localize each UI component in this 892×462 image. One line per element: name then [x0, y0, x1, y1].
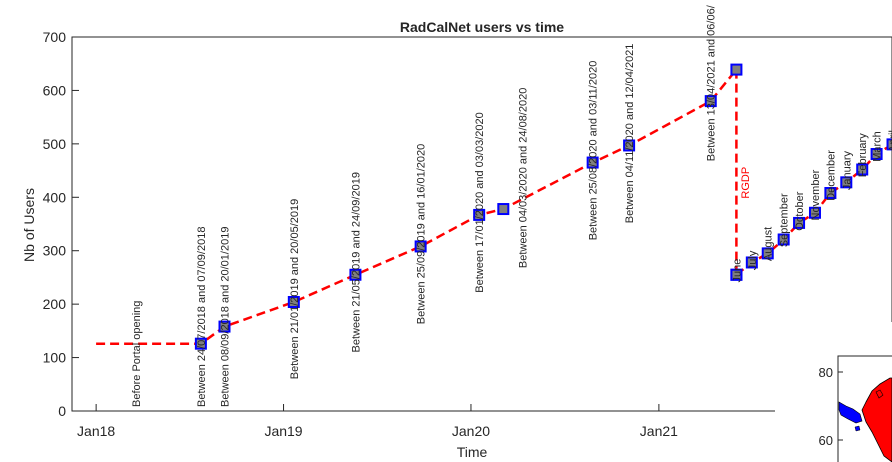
data-point — [473, 208, 486, 221]
data-point — [218, 320, 231, 333]
annotation-label: Before Portal opening — [131, 301, 143, 407]
annotation-label: September — [779, 193, 791, 247]
annotation-label: Between 04/03/2020 and 24/08/2020 — [517, 88, 529, 268]
data-point — [793, 216, 806, 229]
annotation-label: March — [872, 131, 884, 162]
annotation-label: February — [857, 133, 869, 178]
annotation-label: Between 24/07/2018 and 07/09/2018 — [196, 227, 208, 407]
annotation-label: Between 21/01/2019 and 20/05/2019 — [289, 199, 301, 379]
data-point — [586, 156, 599, 169]
data-point — [745, 256, 758, 269]
y-tick-label: 600 — [43, 82, 67, 98]
y-tick-label: 300 — [43, 243, 67, 259]
annotation-label: December — [825, 150, 837, 201]
annotation-label: Between 17/01/2020 and 03/03/2020 — [474, 112, 486, 292]
data-point — [856, 163, 869, 176]
data-point — [623, 139, 636, 152]
data-point — [840, 176, 853, 189]
x-axis: Jan18Jan19Jan20Jan21Jan22 — [77, 404, 866, 439]
annotation-label: July — [747, 250, 759, 270]
axes-frame — [71, 36, 892, 412]
annotation-label: Between 13/04/2021 and 06/06/ — [706, 4, 718, 161]
data-point — [730, 268, 743, 281]
x-axis-label: Time — [457, 444, 488, 460]
series-markers — [194, 63, 892, 350]
annotation-label: Between 08/09/2018 and 20/01/2019 — [220, 227, 232, 407]
annotation-label: Between 25/08/2020 and 03/11/2020 — [588, 61, 600, 241]
data-point — [761, 247, 774, 260]
y-tick-label: 200 — [43, 296, 67, 312]
annotation-label: Between 21/05/2019 and 24/09/2019 — [350, 172, 362, 352]
annotation-label: June — [731, 259, 743, 283]
data-point — [870, 148, 883, 161]
data-point — [777, 233, 790, 246]
data-point — [414, 240, 427, 253]
inset-map: 80 60 — [775, 322, 892, 462]
data-point — [704, 95, 717, 108]
annotation-label: November — [810, 169, 822, 220]
y-tick-label: 100 — [43, 350, 67, 366]
x-tick-label: Jan21 — [640, 423, 678, 439]
data-point — [349, 268, 362, 281]
data-point — [808, 206, 821, 219]
y-axis: 0 100 200 300 400 500 600 700 — [43, 29, 79, 419]
data-point — [730, 63, 743, 76]
x-tick-label: Jan18 — [77, 423, 115, 439]
data-point — [824, 187, 837, 200]
annotation-label: Between 04/11/2020 and 12/04/2021 — [624, 44, 636, 224]
annotation-label: August — [763, 227, 775, 261]
annotation-label: Between 25/09/2019 and 16/01/2020 — [416, 144, 428, 324]
annotation-label: January — [841, 150, 853, 190]
annotation-label: October — [794, 191, 806, 230]
data-point — [886, 138, 892, 151]
inset-ytick-label-60: 60 — [819, 433, 833, 448]
y-tick-label: 500 — [43, 136, 67, 152]
inset-ytick-label-80: 80 — [819, 365, 833, 380]
data-point — [287, 296, 300, 309]
y-tick-label: 700 — [43, 29, 67, 45]
annotations: Before Portal opening Between 24/07/2018 … — [131, 4, 892, 407]
x-tick-label: Jan19 — [264, 423, 302, 439]
data-point — [497, 203, 510, 216]
y-tick-label: 0 — [58, 403, 66, 419]
chart-title: RadCalNet users vs time — [400, 19, 564, 35]
y-axis-label: Nb of Users — [21, 188, 37, 262]
inset-land-red — [861, 377, 892, 462]
y-tick-label: 400 — [43, 189, 67, 205]
inset-land-blue — [838, 401, 863, 424]
inset-land-red-detail — [875, 389, 884, 399]
inset-land-blue-small — [854, 425, 861, 432]
annotation-label: RGDP — [740, 167, 752, 199]
annotation-label: April — [888, 130, 892, 152]
data-point — [194, 337, 207, 350]
x-tick-label: Jan20 — [452, 423, 490, 439]
